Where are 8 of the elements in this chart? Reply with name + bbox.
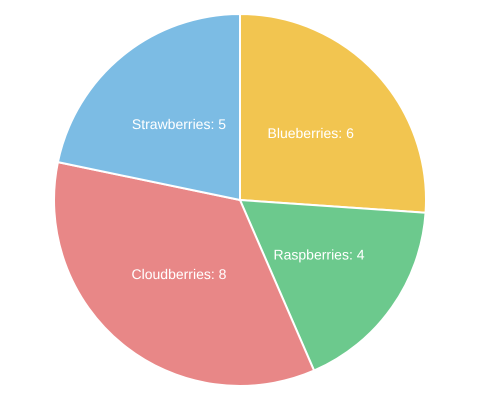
- data-label: : 4: [348, 246, 365, 263]
- slice-label: Strawberries: [132, 116, 210, 132]
- data-label: : 8: [210, 266, 227, 282]
- slice-label: Blueberries: [267, 124, 338, 141]
- slice-label: Cloudberries: [131, 266, 211, 282]
- data-label: : 5: [210, 116, 226, 132]
- data-label: : 6: [338, 124, 354, 141]
- slice-label: Raspberries: [273, 246, 349, 263]
